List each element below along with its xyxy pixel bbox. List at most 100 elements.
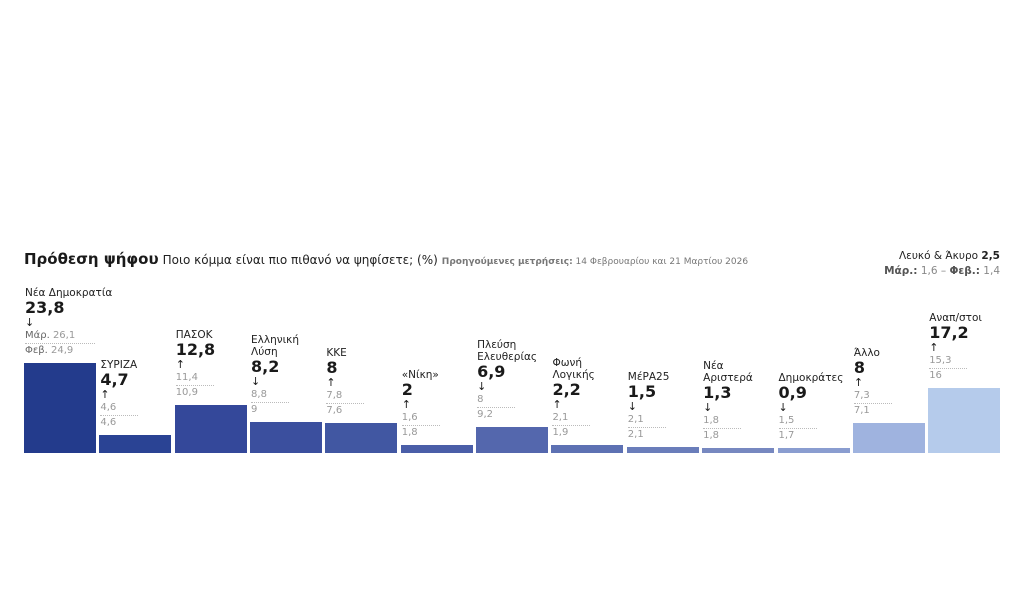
bar [174, 404, 247, 453]
february-value: 16 [929, 369, 967, 383]
bar-label-block: Ελληνική Λύση 8,2 ↓ 8,8 9 [251, 334, 299, 417]
march-value: 11,4 [175, 371, 214, 386]
bar-label-block: «Νίκη» 2 ↑ 1,6 1,8 [401, 369, 440, 440]
february-value: 2,1 [628, 428, 666, 442]
march-number: 8 [477, 393, 484, 405]
bar-label-block: Αναπ/στοι 17,2 ↑ 15,3 16 [929, 312, 982, 383]
bar [325, 422, 398, 453]
blank-feb-label: Φεβ.: [949, 265, 980, 277]
march-value: 15,3 [929, 354, 968, 369]
bar [250, 422, 323, 453]
party-name: Αναπ/στοι [929, 311, 982, 324]
february-number: 9 [251, 404, 258, 415]
bar [551, 444, 624, 453]
february-number: 24,9 [51, 345, 74, 356]
party-name: Ελληνική [251, 334, 300, 346]
march-number: 1,6 [401, 412, 418, 424]
february-number: 9,2 [477, 408, 493, 420]
february-value: 10,9 [176, 386, 214, 400]
march-value: 1,8 [703, 414, 742, 429]
march-number: 7,3 [853, 389, 870, 401]
blank-void-value: 2,5 [981, 250, 1000, 262]
trend-up-icon: ↑ [929, 340, 939, 354]
february-value: Φεβ. 24,9 [25, 344, 95, 358]
data-label: 1,5 [627, 382, 657, 402]
party-name: ΚΚΕ [326, 346, 347, 359]
trend-up-icon: ↑ [326, 375, 336, 389]
bar [852, 422, 925, 453]
data-label: 4,7 [100, 370, 129, 390]
party-name: «Νίκη» [401, 369, 439, 382]
bar [928, 387, 1001, 453]
data-label: 8,2 [251, 357, 280, 376]
bar-label-block: ΣΥΡΙΖΑ 4,7 ↑ 4,6 4,6 [100, 359, 139, 430]
february-number: 1,8 [703, 430, 720, 441]
chart-header: Πρόθεση ψήφου Ποιο κόμμα είναι πιο πιθαν… [24, 250, 748, 268]
march-value: 1,6 [401, 411, 440, 427]
march-value: 2,1 [627, 413, 666, 429]
data-label: 23,8 [25, 298, 65, 317]
february-value: 7,1 [854, 404, 892, 418]
blank-void-label: Λευκό & Άκυρο [899, 250, 979, 262]
march-number: 8,8 [251, 389, 267, 400]
february-number: 1,8 [401, 427, 418, 439]
chart-title: Πρόθεση ψήφου [24, 250, 159, 268]
data-label: 6,9 [477, 361, 506, 381]
february-value: 1,8 [703, 429, 741, 443]
trend-up-icon: ↑ [175, 357, 185, 371]
february-number: 10,9 [175, 386, 198, 398]
party-name: Ελευθερίας [477, 350, 538, 363]
data-label: 0,9 [778, 383, 807, 402]
february-value: 9,2 [477, 408, 515, 422]
data-label: 17,2 [929, 322, 969, 342]
party-name: Λογικής [552, 368, 595, 381]
party-name: ΜέΡΑ25 [627, 371, 670, 384]
party-name: Πλεύση [477, 338, 517, 351]
previous-label: Προηγούμενες μετρήσεις: [441, 257, 573, 267]
trend-down-icon: ↓ [477, 379, 487, 393]
party-name: Νέα Δημοκρατία [25, 287, 113, 299]
march-value: 7,8 [326, 389, 365, 404]
trend-down-icon: ↓ [251, 375, 261, 388]
bar-label-block: ΜέΡΑ25 1,5 ↓ 2,1 2,1 [627, 371, 670, 442]
march-value: Μάρ. 26,1 [25, 329, 95, 344]
february-value: 1,8 [402, 426, 440, 440]
march-number: 11,4 [175, 371, 198, 383]
february-number: 7,6 [326, 404, 343, 416]
data-label: 8 [853, 357, 865, 377]
chart-question: Ποιο κόμμα είναι πιο πιθανό να ψηφίσετε;… [162, 253, 438, 267]
trend-down-icon: ↓ [778, 401, 788, 414]
party-name: ΠΑΣΟΚ [175, 328, 213, 341]
march-value: 4,6 [100, 401, 139, 417]
february-number: 7,1 [853, 404, 870, 416]
previous-dates: 14 Φεβρουαρίου και 21 Μαρτίου 2026 [575, 257, 749, 267]
february-value: 1,7 [779, 429, 817, 443]
previous-measurements: Προηγούμενες μετρήσεις: 14 Φεβρουαρίου κ… [442, 257, 748, 267]
february-number: 16 [929, 369, 942, 381]
march-prefix: Μάρ. [25, 330, 50, 341]
trend-down-icon: ↓ [25, 316, 35, 329]
february-number: 2,1 [627, 429, 644, 441]
february-value: 4,6 [100, 416, 138, 430]
march-value: 2,1 [552, 411, 591, 426]
february-value: 9 [251, 403, 289, 417]
data-label: 1,3 [703, 383, 732, 402]
separator: – [940, 265, 947, 277]
bar-label-block: Φωνή Λογικής 2,2 ↑ 2,1 1,9 [552, 356, 595, 440]
trend-down-icon: ↓ [627, 400, 638, 414]
party-name: Άλλο [853, 346, 880, 359]
bar [400, 445, 473, 453]
february-number: 1,7 [778, 430, 795, 441]
march-value: 1,5 [778, 414, 817, 429]
blank-feb-value: 1,4 [983, 265, 1000, 277]
party-name: Φωνή [552, 356, 583, 369]
party-name: Αριστερά [703, 372, 753, 384]
blank-void-box: Λευκό & Άκυρο 2,5 Μάρ.: 1,6 – Φεβ.: 1,4 [884, 249, 1000, 279]
trend-up-icon: ↑ [853, 375, 864, 389]
trend-up-icon: ↑ [100, 388, 110, 402]
march-number: 1,8 [703, 415, 720, 426]
march-number: 4,6 [100, 402, 117, 414]
march-number: 2,1 [552, 411, 569, 423]
party-name: Λύση [251, 346, 278, 358]
march-number: 15,3 [929, 354, 952, 366]
